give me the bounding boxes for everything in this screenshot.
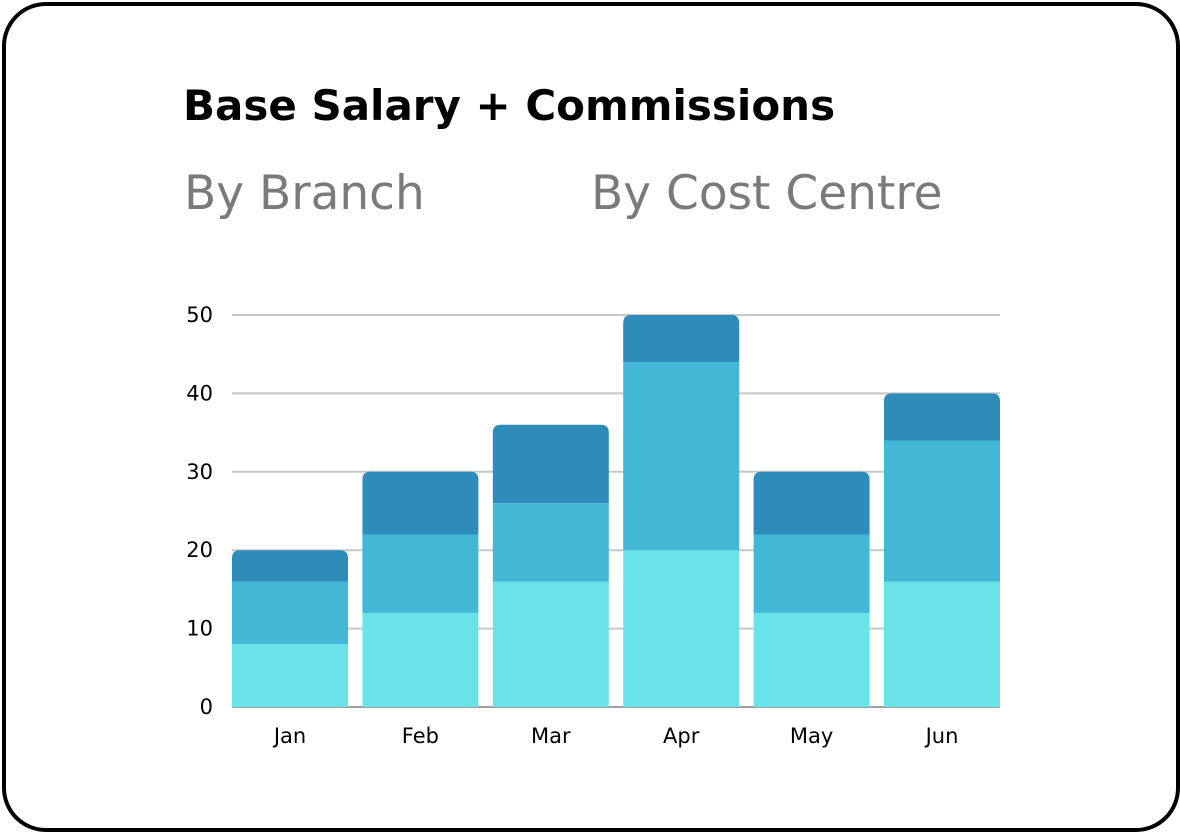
bar-segment [492, 581, 609, 707]
y-tick-label: 40 [186, 381, 213, 405]
bar-segment [362, 534, 479, 613]
y-tick-label: 20 [186, 538, 213, 562]
gridlines [232, 314, 1000, 708]
bar-segment [362, 612, 479, 707]
chart-title: Base Salary + Commissions [183, 81, 836, 130]
y-tick-label: 50 [186, 303, 213, 327]
bar-segment [623, 315, 740, 363]
bar-segment [623, 550, 740, 707]
bar-segment [492, 424, 609, 504]
y-tick-label: 10 [186, 617, 213, 641]
x-tick-label: Apr [663, 724, 700, 748]
bar-segment [753, 471, 870, 535]
y-tick-label: 0 [200, 695, 213, 719]
bar-segment [753, 612, 870, 707]
bar-segment [492, 503, 609, 582]
bar-segment [884, 393, 1000, 441]
bar-segment [362, 471, 479, 535]
bar-segment [753, 534, 870, 613]
bar-segment [884, 581, 1000, 707]
tab-by-cost-centre[interactable]: By Cost Centre [591, 166, 943, 221]
y-tick-label: 30 [186, 460, 213, 484]
x-tick-label: Mar [531, 724, 571, 748]
bar-segment [884, 440, 1000, 582]
bars [232, 315, 1000, 707]
x-tick-label: Feb [402, 724, 439, 748]
bar-segment [232, 644, 348, 707]
tab-by-branch[interactable]: By Branch [184, 166, 425, 221]
axis-labels: 0 10 20 30 40 50 Jan Feb Mar Apr May Jun [186, 303, 958, 748]
bar-segment [232, 550, 348, 582]
bar-segment [232, 581, 348, 645]
x-tick-label: May [790, 724, 833, 748]
x-tick-label: Jun [924, 724, 959, 748]
x-tick-label: Jan [272, 724, 306, 748]
bar-segment [623, 362, 740, 551]
